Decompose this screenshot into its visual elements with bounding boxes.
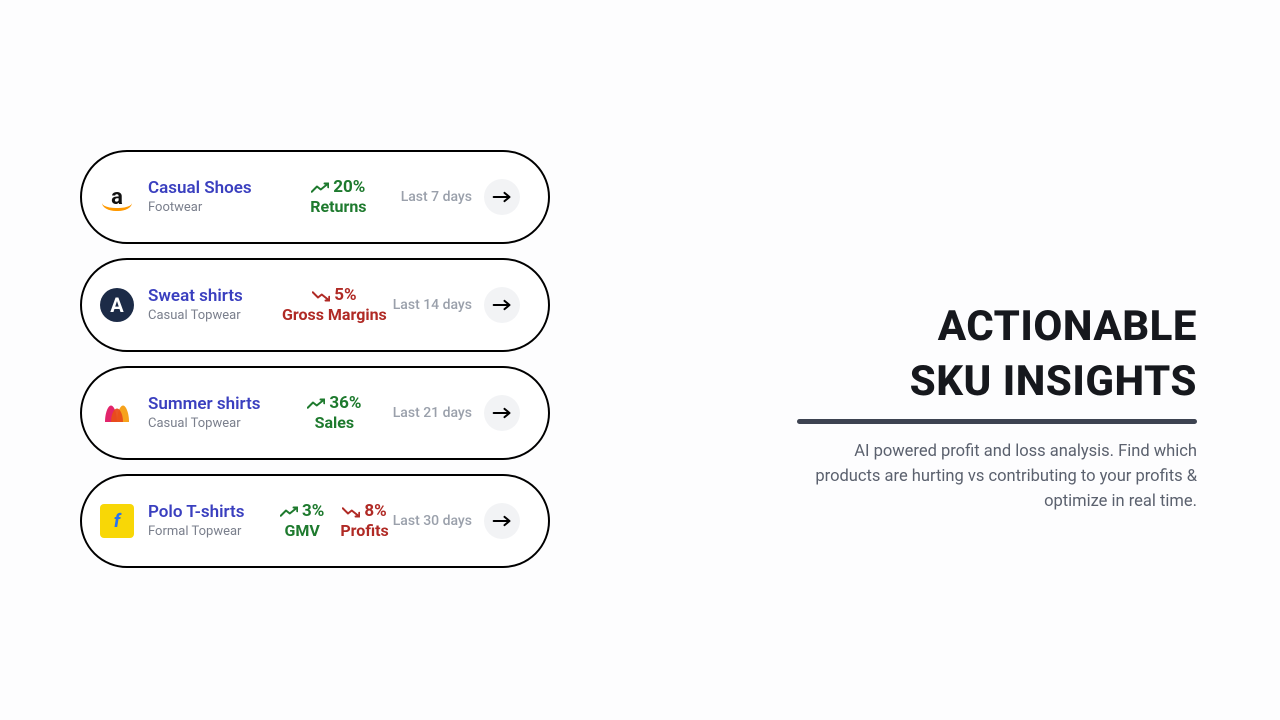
headline-description: AI powered profit and loss analysis. Fin… <box>797 440 1197 514</box>
metric-group: 20%Returns <box>276 178 401 216</box>
period-label: Last 21 days <box>393 405 472 421</box>
card-title-block: Polo T-shirtsFormal Topwear <box>148 503 268 539</box>
arrow-right-icon <box>492 406 512 420</box>
period-label: Last 30 days <box>393 513 472 529</box>
trend-down-icon <box>312 290 330 302</box>
insight-card[interactable]: A Sweat shirtsCasual Topwear 5%Gross Margi… <box>80 258 550 352</box>
headline-line-1: ACTIONABLE <box>797 300 1197 355</box>
arrow-right-icon <box>492 190 512 204</box>
flipkart-logo-icon: f <box>100 504 134 538</box>
open-details-button[interactable] <box>484 287 520 323</box>
card-subtitle: Formal Topwear <box>148 524 268 539</box>
arrow-right-icon <box>492 514 512 528</box>
arrow-right-icon <box>492 298 512 312</box>
trend-up-icon <box>280 506 298 518</box>
trend-up-icon <box>311 182 329 194</box>
metric-label: Gross Margins <box>282 306 387 324</box>
card-title: Casual Shoes <box>148 179 268 199</box>
open-details-button[interactable] <box>484 395 520 431</box>
card-title-block: Sweat shirtsCasual Topwear <box>148 287 268 323</box>
period-label: Last 7 days <box>401 189 472 205</box>
headline-line-2: SKU INSIGHTS <box>797 355 1197 410</box>
metric-group: 36%Sales <box>276 394 393 432</box>
insight-card-list: a Casual ShoesFootwear 20%Returns Last 7 da… <box>80 150 550 568</box>
open-details-button[interactable] <box>484 179 520 215</box>
headline-section: ACTIONABLE SKU INSIGHTS AI powered profi… <box>797 300 1197 514</box>
insight-card[interactable]: f Polo T-shirtsFormal Topwear 3%GMV 8%Profi… <box>80 474 550 568</box>
period-label: Last 14 days <box>393 297 472 313</box>
ajio-logo-icon: A <box>100 288 134 322</box>
metric-label: Sales <box>307 414 361 432</box>
card-title-block: Casual ShoesFootwear <box>148 179 268 215</box>
metric: 36%Sales <box>307 394 361 432</box>
metric-group: 3%GMV 8%Profits <box>276 502 393 540</box>
metric-group: 5%Gross Margins <box>276 286 393 324</box>
myntra-logo-icon <box>100 396 134 430</box>
metric: 3%GMV <box>280 502 324 540</box>
metric-value: 20% <box>333 178 365 198</box>
card-subtitle: Footwear <box>148 200 268 215</box>
metric-label: Returns <box>310 198 366 216</box>
trend-up-icon <box>307 398 325 410</box>
card-title-block: Summer shirtsCasual Topwear <box>148 395 268 431</box>
metric-label: GMV <box>280 522 324 540</box>
metric: 8%Profits <box>340 502 388 540</box>
card-title: Polo T-shirts <box>148 503 268 523</box>
metric-value: 36% <box>329 394 361 414</box>
metric-value: 5% <box>334 286 356 306</box>
metric-label: Profits <box>340 522 388 540</box>
trend-down-icon <box>342 506 360 518</box>
metric: 5%Gross Margins <box>282 286 387 324</box>
card-subtitle: Casual Topwear <box>148 308 268 323</box>
insight-card[interactable]: Summer shirtsCasual Topwear 36%Sales Last … <box>80 366 550 460</box>
myntra-logo-icon <box>102 401 132 425</box>
headline-underline <box>797 419 1197 424</box>
card-title: Sweat shirts <box>148 287 268 307</box>
card-title: Summer shirts <box>148 395 268 415</box>
insight-card[interactable]: a Casual ShoesFootwear 20%Returns Last 7 da… <box>80 150 550 244</box>
amazon-logo-icon: a <box>100 180 134 214</box>
open-details-button[interactable] <box>484 503 520 539</box>
metric: 20%Returns <box>310 178 366 216</box>
card-subtitle: Casual Topwear <box>148 416 268 431</box>
metric-value: 3% <box>302 502 324 522</box>
metric-value: 8% <box>364 502 386 522</box>
